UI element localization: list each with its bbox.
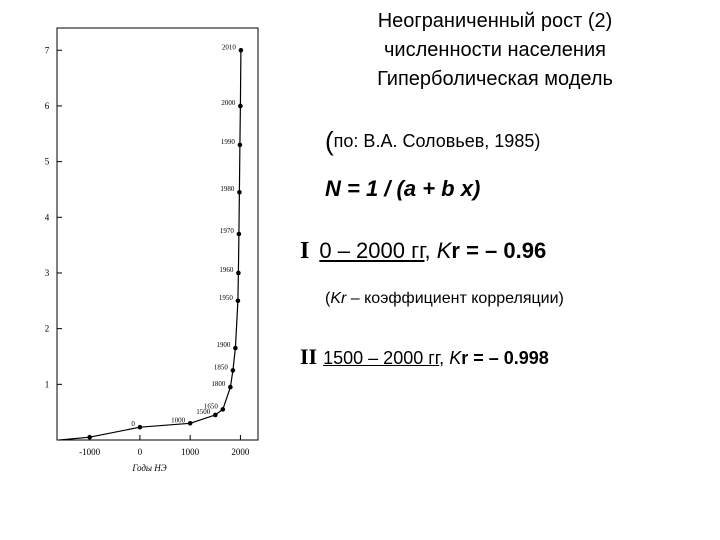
period-1-numeral: I bbox=[300, 238, 310, 264]
data-label-2010: 2010 bbox=[222, 43, 237, 51]
title-line-2: численности населения bbox=[384, 39, 606, 61]
x-tick-label-1000: 1000 bbox=[181, 447, 200, 457]
data-label-1850: 1850 bbox=[214, 363, 229, 371]
data-label-1650: 1650 bbox=[204, 402, 219, 410]
data-point-2010 bbox=[238, 47, 244, 53]
data-point-0 bbox=[137, 424, 143, 430]
population-growth-chart: 1 2 3 4 5 6 7 -1000 0 1000 2000 Годы НЭ 0 1000 1500165… bbox=[45, 27, 259, 473]
title-line-3: Гиперболическая модель bbox=[377, 68, 613, 90]
model-formula: N = 1 / (a + b x) bbox=[325, 176, 481, 201]
data-point-1800 bbox=[228, 384, 233, 390]
source-citation: (по: В.А. Соловьев, 1985) bbox=[325, 126, 540, 157]
data-label-1800: 1800 bbox=[211, 380, 226, 388]
kr-definition-note: (Kr – коэффициент корреляции) bbox=[325, 290, 564, 308]
data-point-1900 bbox=[233, 345, 238, 351]
period-1-range: 0 – 2000 гг bbox=[319, 238, 425, 263]
period-2-result: II 1500 – 2000 гг, Kr = – 0.998 bbox=[300, 344, 549, 370]
data-label-0: 0 bbox=[131, 420, 135, 428]
period-1-kr-value: r = – 0.96 bbox=[451, 238, 547, 263]
plot-area: 1 2 3 4 5 6 7 -1000 0 1000 2000 Годы НЭ 0 1000 1500165… bbox=[45, 27, 259, 473]
data-label-1990: 1990 bbox=[221, 138, 236, 146]
period-2-numeral: II bbox=[300, 344, 318, 369]
y-tick-label-7: 7 bbox=[45, 45, 50, 55]
period-2-kr-letter: K bbox=[449, 348, 462, 368]
data-point-1500 bbox=[212, 412, 218, 418]
x-tick-label-2000: 2000 bbox=[231, 447, 250, 457]
data-point-1960 bbox=[236, 270, 241, 276]
period-2-separator: , bbox=[439, 348, 450, 368]
y-tick-label-6: 6 bbox=[45, 101, 50, 111]
data-label-1970: 1970 bbox=[220, 227, 235, 235]
data-point-1950 bbox=[235, 298, 241, 304]
y-tick-label-1: 1 bbox=[45, 379, 50, 389]
data-point-2000 bbox=[238, 103, 243, 109]
data-point-1000 bbox=[187, 420, 193, 426]
data-point-1970 bbox=[236, 231, 242, 237]
title-line-1: Неограниченный рост (2) bbox=[377, 10, 613, 32]
y-tick-label-5: 5 bbox=[45, 157, 50, 167]
period-2-kr-value: r = – 0.998 bbox=[461, 348, 549, 368]
data-label-1980: 1980 bbox=[220, 185, 235, 193]
data-point-1650 bbox=[220, 407, 226, 412]
source-text: по: В.А. Соловьев, 1985) bbox=[333, 131, 541, 151]
data-label-1950: 1950 bbox=[219, 294, 234, 302]
data-label-2000: 2000 bbox=[221, 99, 236, 107]
data-label-1500: 1500 bbox=[196, 408, 211, 416]
period-1-separator: , bbox=[424, 238, 437, 263]
data-point-1850 bbox=[230, 368, 236, 373]
data-label-1000: 1000 bbox=[171, 416, 186, 424]
plot-frame bbox=[56, 27, 259, 441]
period-1-kr-letter: K bbox=[436, 238, 452, 263]
y-tick-label-2: 2 bbox=[45, 324, 50, 334]
data-point-1990 bbox=[237, 142, 243, 148]
data-label-1900: 1900 bbox=[216, 341, 231, 349]
source-open-paren: ( bbox=[325, 126, 334, 156]
data-point-1980 bbox=[237, 189, 242, 195]
period-1-result: I 0 – 2000 гг, Kr = – 0.96 bbox=[300, 238, 546, 265]
series-line bbox=[59, 50, 242, 441]
y-tick-label-4: 4 bbox=[45, 212, 50, 222]
data-point--1000 bbox=[87, 434, 92, 440]
y-tick-label-3: 3 bbox=[45, 268, 50, 278]
data-label-1960: 1960 bbox=[219, 266, 234, 274]
period-2-range: 1500 – 2000 гг bbox=[323, 348, 440, 368]
note-open-paren: ( bbox=[325, 290, 331, 307]
x-axis-label: Годы НЭ bbox=[131, 463, 166, 473]
note-text: – коэффициент корреляции) bbox=[346, 290, 564, 307]
note-kr: Kr bbox=[330, 290, 347, 307]
x-tick-label-0: 0 bbox=[138, 447, 143, 457]
x-tick-label--1000: -1000 bbox=[79, 447, 100, 457]
